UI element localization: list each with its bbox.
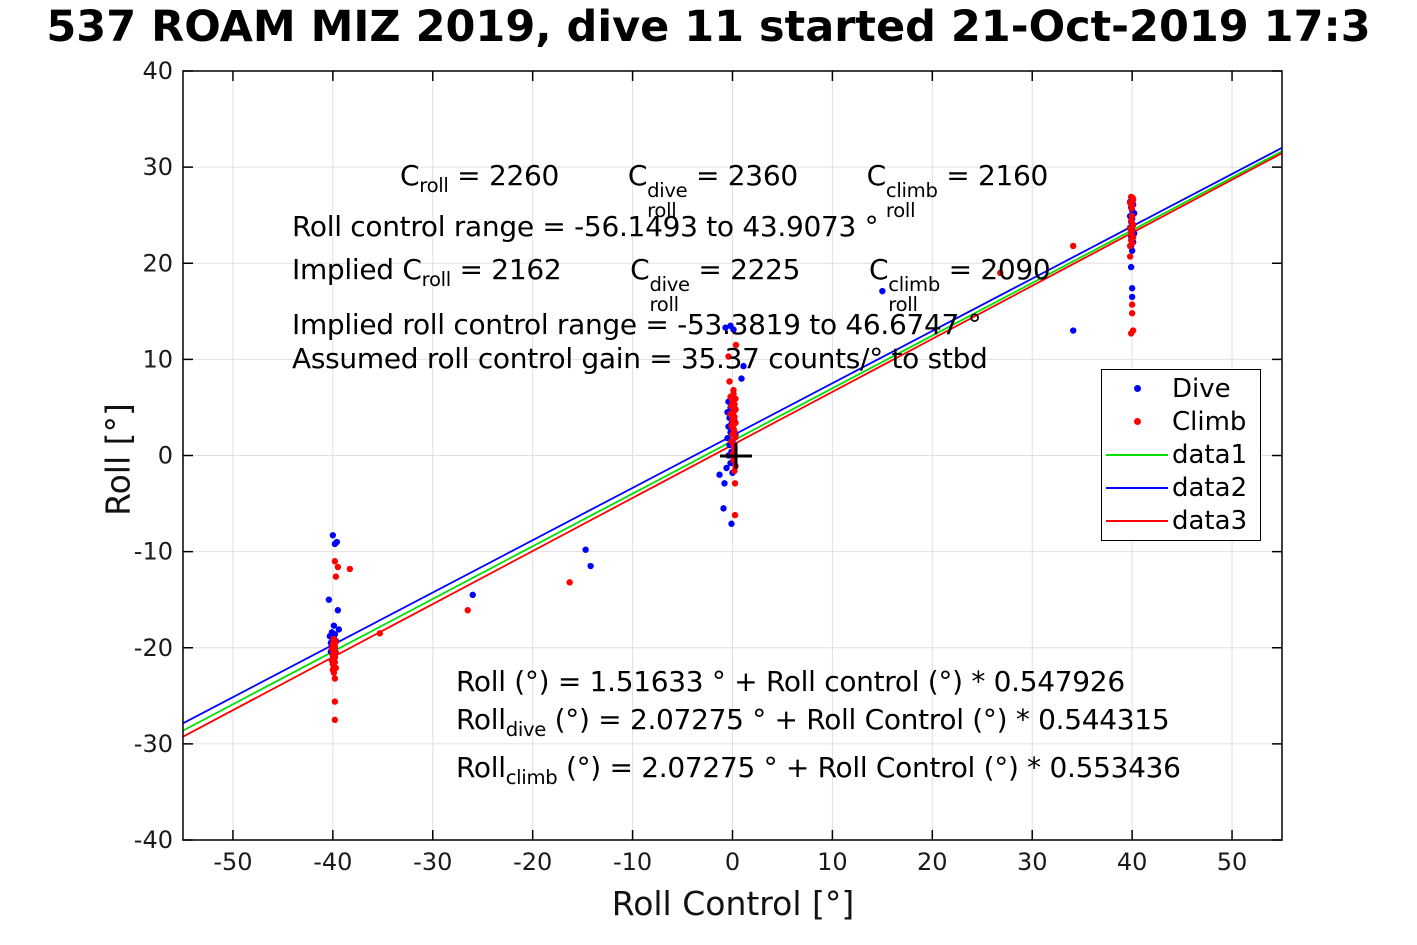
svg-text:40: 40 [142, 57, 173, 85]
subscript: climb [505, 765, 558, 789]
legend-item-dive: Dive [1102, 373, 1260, 404]
supsub: dive roll [647, 179, 688, 222]
legend-dot-marker [1102, 418, 1172, 426]
figure-title: 537 ROAM MIZ 2019, dive 11 started 21-Oc… [46, 2, 1371, 52]
y-tick-labels: -40 -30 -20 -10 0 10 20 30 40 [134, 57, 173, 854]
legend-item-climb: Climb [1102, 406, 1260, 437]
svg-text:-10: -10 [134, 538, 173, 566]
legend-line-marker [1102, 487, 1172, 490]
subscript: roll [421, 267, 452, 291]
svg-text:-40: -40 [134, 826, 173, 854]
svg-text:50: 50 [1217, 848, 1248, 876]
svg-text:-20: -20 [134, 634, 173, 662]
y-axis-label: Roll [°] [98, 403, 138, 516]
svg-text:10: 10 [817, 848, 848, 876]
annotation-fit-all: Roll (°) = 1.51633 ° + Roll control (°) … [456, 665, 1125, 698]
mean-cross-marker [719, 442, 752, 469]
svg-text:-30: -30 [413, 848, 452, 876]
subscript: roll [419, 173, 449, 197]
svg-text:-30: -30 [134, 730, 173, 758]
x-axis-label: Roll Control [°] [611, 884, 855, 923]
legend-item-data3: data3 [1102, 506, 1260, 537]
svg-text:20: 20 [142, 249, 173, 277]
axes-box [182, 70, 1283, 841]
legend-label: Dive [1172, 373, 1231, 404]
supsub: climb roll [885, 179, 938, 222]
supsub: climb roll [888, 273, 940, 316]
x-tick-labels: -50 -40 -30 -20 -10 0 10 20 30 40 50 [213, 848, 1247, 876]
svg-text:0: 0 [725, 848, 740, 876]
svg-text:30: 30 [1017, 848, 1048, 876]
legend-label: data2 [1172, 473, 1248, 504]
svg-text:-20: -20 [513, 848, 552, 876]
legend-item-data2: data2 [1102, 473, 1260, 504]
legend-label: Climb [1172, 406, 1247, 437]
svg-text:-50: -50 [213, 848, 252, 876]
svg-text:-10: -10 [613, 848, 652, 876]
svg-text:40: 40 [1117, 848, 1148, 876]
annotation-fit-climb: Rollclimb (°) = 2.07275 ° + Roll Control… [456, 751, 1181, 789]
svg-text:0: 0 [158, 442, 173, 470]
legend-line-marker [1102, 520, 1172, 523]
svg-text:20: 20 [917, 848, 948, 876]
supsub: dive roll [649, 273, 690, 316]
legend-label: data3 [1172, 506, 1248, 537]
subscript: dive [505, 717, 547, 741]
annotation-fit-dive: Rolldive (°) = 2.07275 ° + Roll Control … [456, 703, 1170, 741]
annotation-assumed-gain: Assumed roll control gain = 35.37 counts… [292, 342, 988, 375]
annotation-implied-range: Implied roll control range = -53.3819 to… [292, 308, 982, 341]
legend-label: data1 [1172, 439, 1248, 470]
svg-text:30: 30 [142, 153, 173, 181]
legend-box: Dive Climb data1 data2 data3 [1101, 369, 1261, 541]
legend-item-data1: data1 [1102, 439, 1260, 470]
annotation-roll-range: Roll control range = -56.1493 to 43.9073… [292, 210, 879, 243]
svg-text:10: 10 [142, 345, 173, 373]
svg-text:-40: -40 [313, 848, 352, 876]
legend-dot-marker [1102, 385, 1172, 393]
legend-line-marker [1102, 453, 1172, 456]
